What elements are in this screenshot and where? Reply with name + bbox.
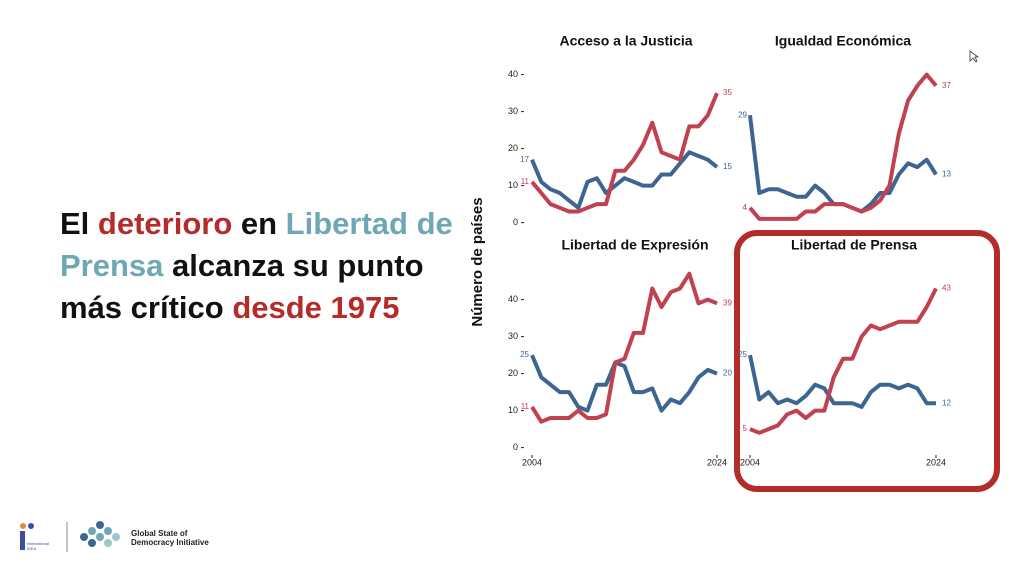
start-label: 25 bbox=[738, 350, 747, 359]
start-label: 5 bbox=[743, 424, 748, 433]
panel-title: Igualdad Económica bbox=[775, 33, 911, 49]
y-tick-label: 0 bbox=[513, 217, 518, 227]
panel-title: Acceso a la Justicia bbox=[559, 33, 692, 49]
x-tick-label: 2024 bbox=[707, 457, 727, 467]
end-label: 13 bbox=[942, 170, 951, 179]
headline-segment: desde 1975 bbox=[232, 290, 400, 325]
series-line bbox=[748, 72, 938, 221]
x-tick-label: 2004 bbox=[740, 457, 760, 467]
end-label: 20 bbox=[723, 369, 732, 378]
start-label: 4 bbox=[743, 203, 748, 212]
headline: El deterioro en Libertad de Prensa alcan… bbox=[60, 203, 460, 329]
end-label: 12 bbox=[942, 398, 951, 407]
y-tick-label: 30 bbox=[508, 106, 518, 116]
y-tick-label: 40 bbox=[508, 294, 518, 304]
logo2-text: Global State of Democracy Initiative bbox=[131, 529, 209, 547]
series-line bbox=[530, 354, 718, 413]
logo1-text: International IDEA bbox=[27, 541, 49, 551]
y-tick-label: 10 bbox=[508, 180, 518, 190]
series-line bbox=[749, 287, 938, 435]
highlight-box bbox=[734, 230, 1000, 492]
logo1-icon bbox=[20, 523, 34, 550]
y-tick-label: 20 bbox=[508, 368, 518, 378]
start-label: 17 bbox=[520, 155, 529, 164]
start-label: 11 bbox=[521, 402, 530, 411]
cursor bbox=[969, 50, 980, 63]
y-axis-label: Número de países bbox=[469, 197, 486, 326]
headline-segment: El bbox=[60, 206, 98, 241]
y-tick-label: 0 bbox=[513, 442, 518, 452]
x-tick-label: 2024 bbox=[926, 457, 946, 467]
headline-segment: en bbox=[232, 206, 286, 241]
headline-segment: Libertad de Prensa bbox=[60, 206, 453, 283]
series-line bbox=[530, 92, 719, 214]
start-label: 11 bbox=[521, 177, 530, 186]
headline-segment: deterioro bbox=[97, 206, 233, 241]
y-tick-label: 10 bbox=[508, 405, 518, 415]
y-tick-label: 40 bbox=[508, 69, 518, 79]
panel-title: Libertad de Prensa bbox=[791, 237, 917, 253]
start-label: 29 bbox=[738, 110, 747, 119]
series-line bbox=[748, 354, 936, 409]
start-label: 25 bbox=[520, 350, 529, 359]
end-label: 37 bbox=[942, 81, 951, 90]
headline-segment: alcanza su punto más crítico bbox=[60, 248, 424, 325]
series-line bbox=[530, 271, 718, 424]
end-label: 35 bbox=[723, 88, 732, 97]
panel-title: Libertad de Expresión bbox=[561, 237, 708, 253]
end-label: 43 bbox=[942, 284, 951, 293]
series-line bbox=[530, 150, 719, 210]
x-tick-label: 2004 bbox=[522, 457, 542, 467]
logo2-icon bbox=[80, 521, 120, 547]
y-tick-label: 30 bbox=[508, 331, 518, 341]
y-tick-label: 20 bbox=[508, 143, 518, 153]
series-line bbox=[748, 115, 938, 214]
end-label: 15 bbox=[723, 162, 732, 171]
end-label: 39 bbox=[723, 298, 732, 307]
